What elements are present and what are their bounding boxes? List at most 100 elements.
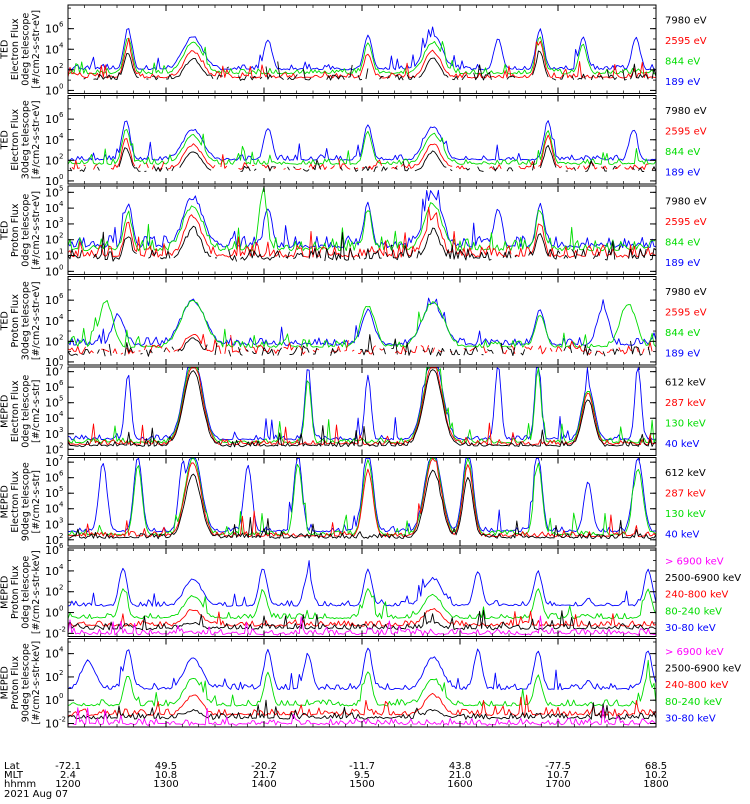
legend-label: 844 eV [665, 328, 700, 339]
ytick-exponent: 4 [59, 200, 64, 208]
ytick-label: 10 [45, 627, 59, 640]
series-trace-blue [67, 560, 657, 607]
x-axis-row-label: MLT [4, 770, 24, 781]
y-axis-label-line: [#/cm2-s-str-eV] [31, 100, 42, 179]
y-axis-label-line: Electron Flux [10, 109, 21, 171]
y-axis-label-line: Proton Flux [10, 294, 21, 348]
y-axis-label: TEDElectron Flux0deg telescope[#/cm2-s-s… [0, 10, 42, 89]
ytick-label: 10 [45, 565, 59, 578]
ytick-label: 10 [45, 186, 59, 199]
ytick-label: 10 [45, 234, 59, 247]
ytick-exponent: 4 [59, 563, 64, 571]
x-tick-mlt: 2.4 [60, 770, 76, 781]
y-axis-label: MEPEDElectron Flux0deg telescope[#/cm2-s… [0, 375, 42, 448]
series-trace-green [67, 36, 656, 75]
legend-label: 189 eV [665, 168, 700, 179]
ytick-label: 10 [45, 586, 59, 599]
legend-label: 7980 eV [665, 196, 707, 207]
legend-label: 7980 eV [665, 287, 707, 298]
ytick-label: 10 [45, 503, 59, 516]
x-tick-mlt: 10.8 [155, 770, 177, 781]
ytick-label: 10 [45, 544, 59, 557]
ytick-label: 10 [45, 294, 59, 307]
y-axis-label: MEPEDProton Flux90deg telescope[#/cm2-s-… [0, 641, 42, 725]
ytick-exponent: 2 [59, 232, 63, 240]
series-trace-blue [67, 297, 657, 346]
series-trace-black [83, 50, 657, 81]
legend-label: 287 keV [665, 488, 706, 499]
ytick-exponent: 0 [59, 692, 63, 700]
ytick-exponent: 2 [59, 333, 63, 341]
x-tick-lat: -20.2 [251, 761, 277, 772]
y-axis-label-line: Proton Flux [10, 565, 21, 619]
legend-label: 612 keV [665, 468, 706, 479]
ytick-exponent: 5 [59, 395, 63, 403]
y-axis-label-line: [#/cm2-s-str] [31, 470, 42, 533]
ytick-label: 10 [45, 518, 59, 531]
ytick-label: 10 [45, 335, 59, 348]
legend-label: 240-800 keV [665, 680, 729, 691]
series-trace-blue [67, 457, 657, 533]
legend-label: 40 keV [665, 439, 699, 450]
ytick-exponent: 2 [59, 152, 63, 160]
legend-label: 612 keV [665, 377, 706, 388]
series-trace-green [67, 186, 657, 252]
y-axis-label-line: [#/cm2-s-str-keV] [31, 641, 42, 725]
ytick-exponent: 0 [59, 605, 63, 613]
y-axis-label-line: 0deg telescope [20, 375, 31, 448]
legend-label: 189 eV [665, 77, 700, 88]
ytick-label: 10 [45, 428, 59, 441]
panel-frame [67, 4, 657, 94]
ytick-exponent: 0 [59, 173, 63, 181]
legend-label: 2500-6900 keV [665, 664, 741, 675]
x-tick-lat: -72.1 [55, 761, 81, 772]
ytick-label: 10 [45, 607, 59, 620]
ytick-label: 10 [45, 84, 59, 97]
ytick-exponent: 4 [59, 646, 64, 654]
ytick-exponent: 4 [59, 41, 64, 49]
series-trace-red [67, 608, 657, 628]
y-axis-label-line: MEPED [0, 395, 10, 428]
ytick-exponent: 4 [59, 501, 64, 509]
ytick-exponent: 6 [59, 111, 64, 119]
series-trace-green [67, 129, 657, 166]
series-trace-black [67, 369, 657, 448]
ytick-exponent: 5 [59, 184, 63, 192]
ytick-exponent: 2 [59, 669, 63, 677]
series-trace-green [67, 659, 657, 707]
ytick-label: 10 [45, 154, 59, 167]
x-tick-hhmm: 1600 [447, 779, 472, 790]
series-trace-blue [67, 367, 657, 441]
legend-label: 80-240 keV [665, 606, 722, 617]
series-trace-black [67, 609, 657, 631]
y-axis-label-line: 0deg telescope [20, 194, 31, 267]
ytick-exponent: 2 [59, 584, 63, 592]
x-tick-mlt: 10.2 [645, 770, 667, 781]
series-trace-green [67, 457, 657, 536]
x-tick-hhmm: 1300 [153, 779, 178, 790]
ytick-exponent: 0 [59, 82, 63, 90]
series-trace-red [67, 37, 657, 79]
legend-label: 2500-6900 keV [665, 573, 741, 584]
y-axis-label-line: MEPED [0, 576, 10, 609]
y-axis-label-line: 30deg telescope [20, 281, 31, 360]
x-tick-hhmm: 1700 [545, 779, 570, 790]
ytick-label: 10 [45, 175, 59, 188]
series-trace-black [67, 469, 657, 540]
y-axis-label-line: TED [0, 130, 10, 150]
legend-label: 2595 eV [665, 126, 707, 137]
y-axis-label: MEPEDElectron Flux90deg telescope[#/cm2-… [0, 462, 42, 541]
legend-label: 189 eV [665, 258, 700, 269]
y-axis-label-line: Electron Flux [10, 18, 21, 80]
legend-label: 130 keV [665, 509, 706, 520]
ytick-exponent: 3 [59, 426, 63, 434]
ytick-label: 10 [45, 113, 59, 126]
ytick-label: 10 [45, 381, 59, 394]
ytick-label: 10 [45, 64, 59, 77]
